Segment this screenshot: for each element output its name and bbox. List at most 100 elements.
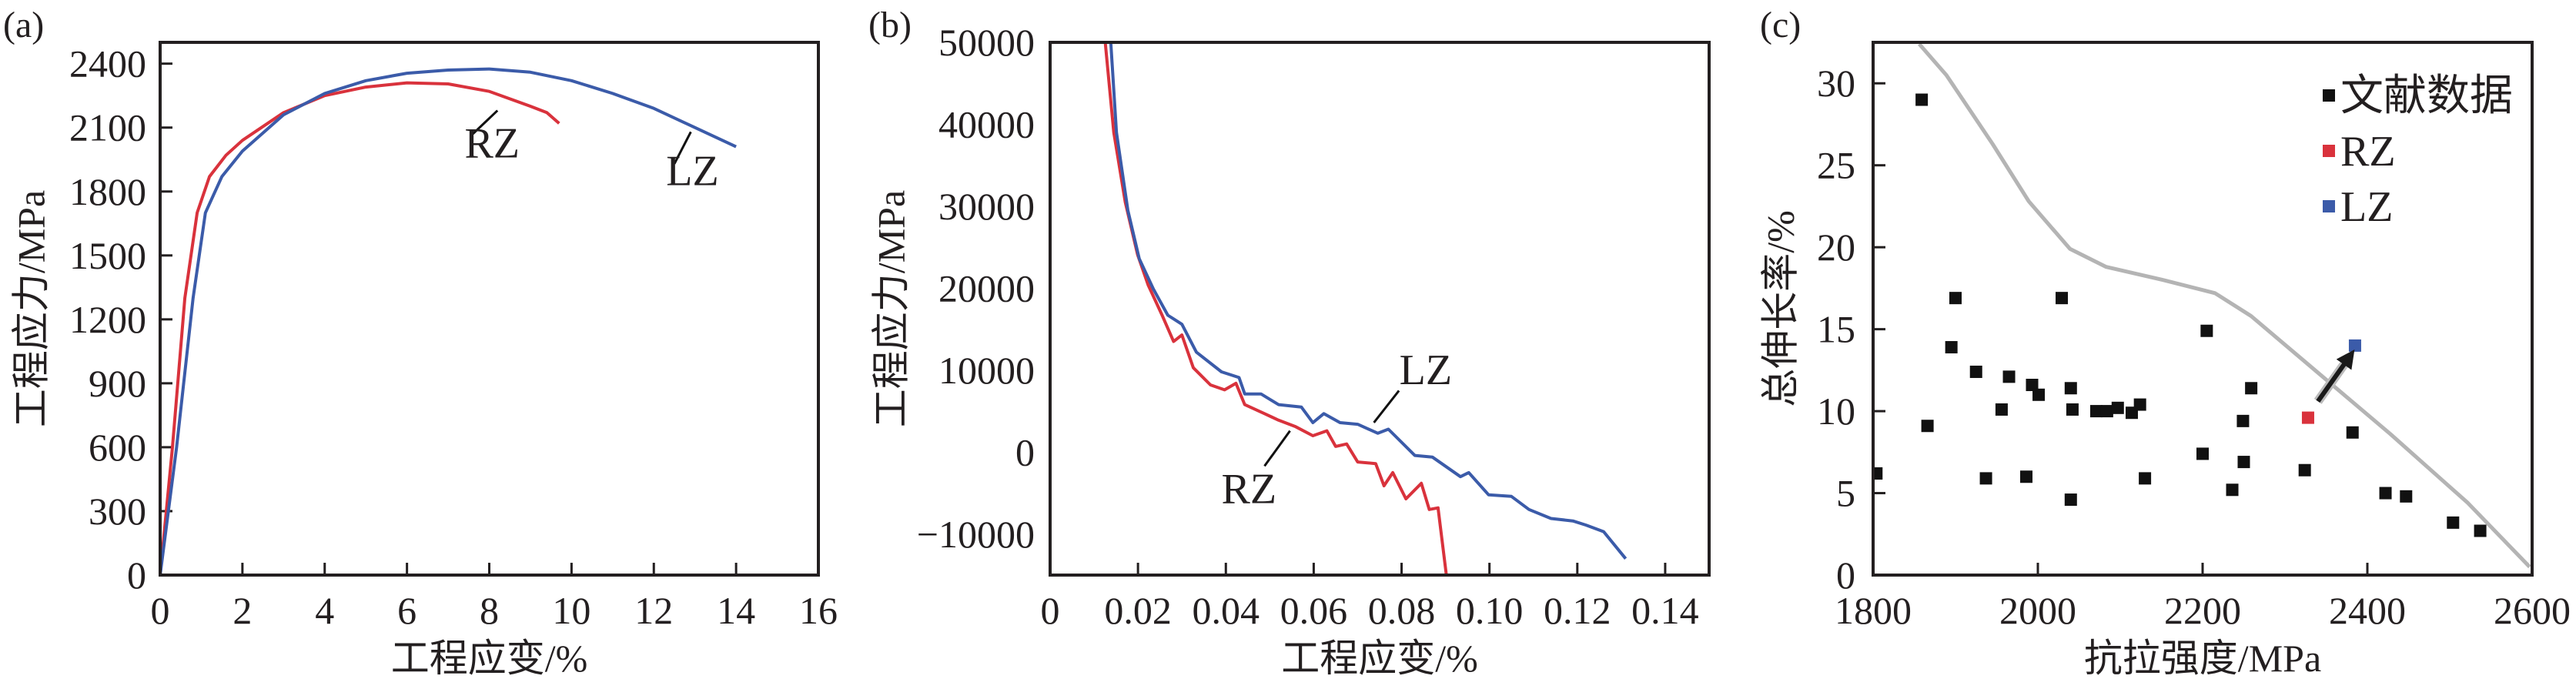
annotation-label: LZ xyxy=(1400,346,1452,394)
scatter-point xyxy=(2139,472,2152,485)
scatter-point xyxy=(1995,403,2008,416)
annotation-leader xyxy=(472,109,499,135)
y-tick-label: 30 xyxy=(1817,62,1855,105)
x-tick-label: 6 xyxy=(397,589,417,632)
x-tick-label: 0 xyxy=(1041,589,1060,632)
x-axis-label: 抗拉强度/MPa xyxy=(2084,637,2321,679)
scatter-point xyxy=(2348,339,2361,352)
scatter-point xyxy=(2298,463,2311,477)
panel-label: (a) xyxy=(3,5,44,45)
y-tick-label: 0 xyxy=(127,554,146,597)
y-tick-label: 10000 xyxy=(938,349,1035,392)
legend-marker xyxy=(2323,89,2335,102)
x-tick-label: 8 xyxy=(480,589,499,632)
scatter-point xyxy=(2026,379,2039,392)
y-tick-label: 1500 xyxy=(69,234,146,277)
annotation-leader xyxy=(673,131,692,165)
scatter-point xyxy=(1969,365,1982,378)
y-tick-label: 50000 xyxy=(938,21,1035,64)
y-tick-label: 600 xyxy=(89,426,146,469)
plot-area xyxy=(1873,42,2531,569)
scatter-point xyxy=(1949,292,1962,305)
scatter-point xyxy=(2400,490,2413,503)
scatter-point xyxy=(2379,487,2392,500)
y-tick-label: 1800 xyxy=(69,170,146,213)
scatter-point xyxy=(2002,370,2016,383)
scatter-point xyxy=(2301,411,2314,424)
scatter-point xyxy=(2100,405,2113,418)
scatter-point xyxy=(2133,398,2146,411)
y-tick-label: 2400 xyxy=(69,42,146,85)
x-tick-label: 1800 xyxy=(1835,589,1912,632)
scatter-point xyxy=(2237,456,2250,469)
panel-label: (b) xyxy=(868,5,912,45)
x-axis-label: 工程应变/% xyxy=(391,637,588,679)
y-tick-label: 15 xyxy=(1817,308,1855,351)
x-tick-label: 0.06 xyxy=(1280,589,1348,632)
x-tick-label: 2000 xyxy=(1999,589,2076,632)
x-tick-label: 14 xyxy=(717,589,755,632)
legend-label: LZ xyxy=(2340,183,2393,231)
y-tick-label: 40000 xyxy=(938,102,1035,146)
scatter-point xyxy=(2236,414,2250,427)
y-tick-label: −10000 xyxy=(917,513,1035,556)
scatter-point xyxy=(1979,472,1992,485)
scatter-point xyxy=(1945,341,1958,354)
x-tick-label: 16 xyxy=(799,589,838,632)
y-tick-label: 900 xyxy=(89,362,146,405)
annotation-leader xyxy=(1373,390,1400,423)
y-axis-label: 总伸长率/% xyxy=(1758,210,1802,407)
x-tick-label: 0.14 xyxy=(1631,589,1699,632)
y-tick-label: 30000 xyxy=(938,185,1035,228)
scatter-point xyxy=(2474,524,2487,537)
scatter-point xyxy=(1873,467,1883,480)
series-line-lz xyxy=(160,67,737,575)
scatter-point xyxy=(2032,388,2046,401)
plot-area xyxy=(1103,42,1628,575)
legend: 文献数据 RZ LZ xyxy=(2323,72,2513,231)
x-tick-label: 0 xyxy=(151,589,170,632)
scatter-point xyxy=(2020,470,2033,483)
scatter-point xyxy=(2245,382,2258,395)
legend-label: RZ xyxy=(2340,128,2396,176)
panel-b: (b)0 0.02 0.04 0.06 0.08 0.10 0.12 0.14−1000001… xyxy=(868,5,1711,679)
x-tick-label: 0.02 xyxy=(1104,589,1172,632)
x-axis-label: 工程应变/% xyxy=(1281,637,1478,679)
scatter-point xyxy=(2226,483,2239,497)
y-tick-label: 0 xyxy=(1015,430,1035,473)
scatter-point xyxy=(2200,324,2213,337)
y-tick-label: 20000 xyxy=(938,266,1035,309)
trend-line xyxy=(1918,42,2531,569)
plot-frame xyxy=(1872,41,2534,577)
y-tick-label: 10 xyxy=(1817,390,1855,433)
x-tick-label: 0.08 xyxy=(1368,589,1436,632)
x-tick-label: 2600 xyxy=(2494,589,2571,632)
scatter-point xyxy=(1921,420,1934,433)
y-axis-label: 工程应力/MPa xyxy=(9,190,52,427)
x-tick-label: 12 xyxy=(634,589,673,632)
scatter-point xyxy=(2056,292,2069,305)
y-tick-label: 25 xyxy=(1817,144,1855,187)
arrow xyxy=(2316,350,2355,403)
x-tick-label: 0.12 xyxy=(1544,589,1611,632)
y-tick-label: 5 xyxy=(1836,472,1855,515)
plot-area xyxy=(160,67,737,575)
x-tick-label: 10 xyxy=(552,589,590,632)
x-tick-label: 2200 xyxy=(2164,589,2241,632)
x-tick-label: 0.04 xyxy=(1193,589,1260,632)
scatter-point xyxy=(2066,403,2079,416)
x-tick-label: 0.10 xyxy=(1456,589,1524,632)
plot-frame xyxy=(159,41,820,577)
scatter-point xyxy=(2089,405,2103,418)
legend-marker xyxy=(2323,145,2335,157)
scatter-point xyxy=(2346,426,2359,439)
scatter-point xyxy=(2111,401,2124,414)
y-tick-label: 1200 xyxy=(69,298,146,341)
panel-c: (c) 1800 2000 2200 2400 2600 0 5 10 15 20 25 30 抗拉强度/… xyxy=(1758,5,2571,679)
scatter-point xyxy=(2196,447,2209,460)
scatter-point xyxy=(2064,382,2077,395)
plot-frame xyxy=(1049,41,1711,577)
panel-label: (c) xyxy=(1760,5,1801,45)
scatter-point xyxy=(2447,516,2460,529)
legend-marker xyxy=(2323,200,2335,212)
